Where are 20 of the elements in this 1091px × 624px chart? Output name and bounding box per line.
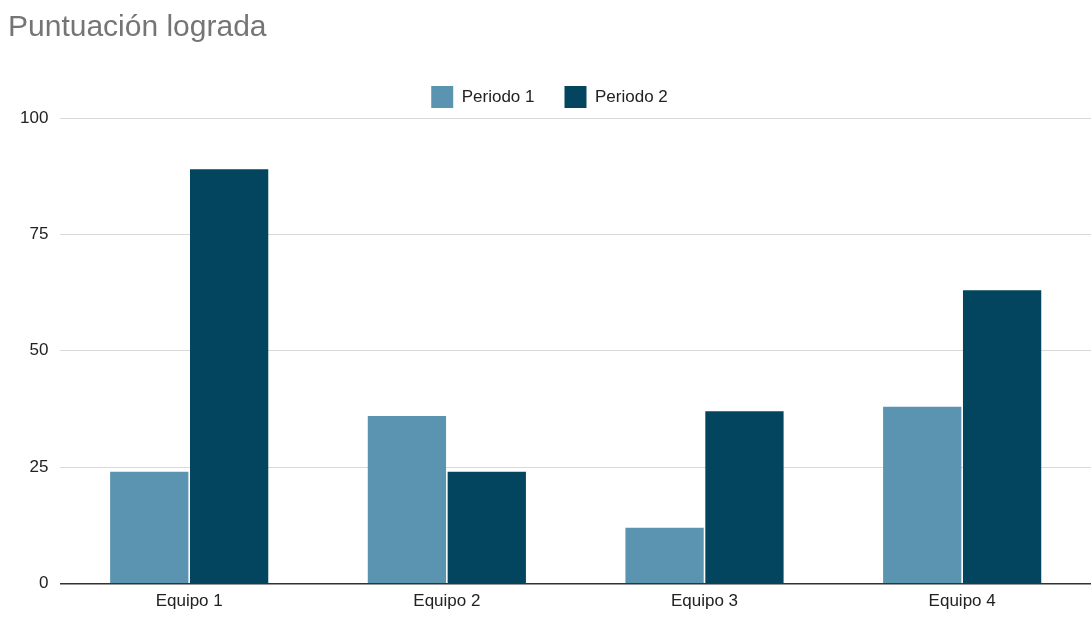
x-tick-label: Equipo 2 (413, 591, 481, 611)
x-tick-label: Equipo 3 (670, 591, 739, 611)
y-tick-label: 100 (19, 107, 49, 127)
y-tick-label: 25 (29, 456, 49, 476)
bar (367, 415, 447, 584)
chart-title: Puntuación lograda (8, 9, 267, 43)
x-tick-label: Equipo 4 (928, 591, 996, 611)
legend-label: Periodo 1 (461, 86, 535, 106)
bar (962, 290, 1042, 584)
y-tick-label: 75 (29, 224, 49, 244)
bar (883, 406, 962, 584)
bar (447, 471, 526, 584)
x-tick-label: Equipo 1 (155, 591, 223, 611)
y-tick-label: 0 (38, 573, 49, 593)
legend-label: Periodo 2 (595, 86, 668, 106)
bar (110, 471, 189, 584)
bar (189, 169, 269, 584)
bar (625, 527, 704, 584)
bar (705, 411, 784, 584)
y-tick-label: 50 (29, 340, 49, 360)
